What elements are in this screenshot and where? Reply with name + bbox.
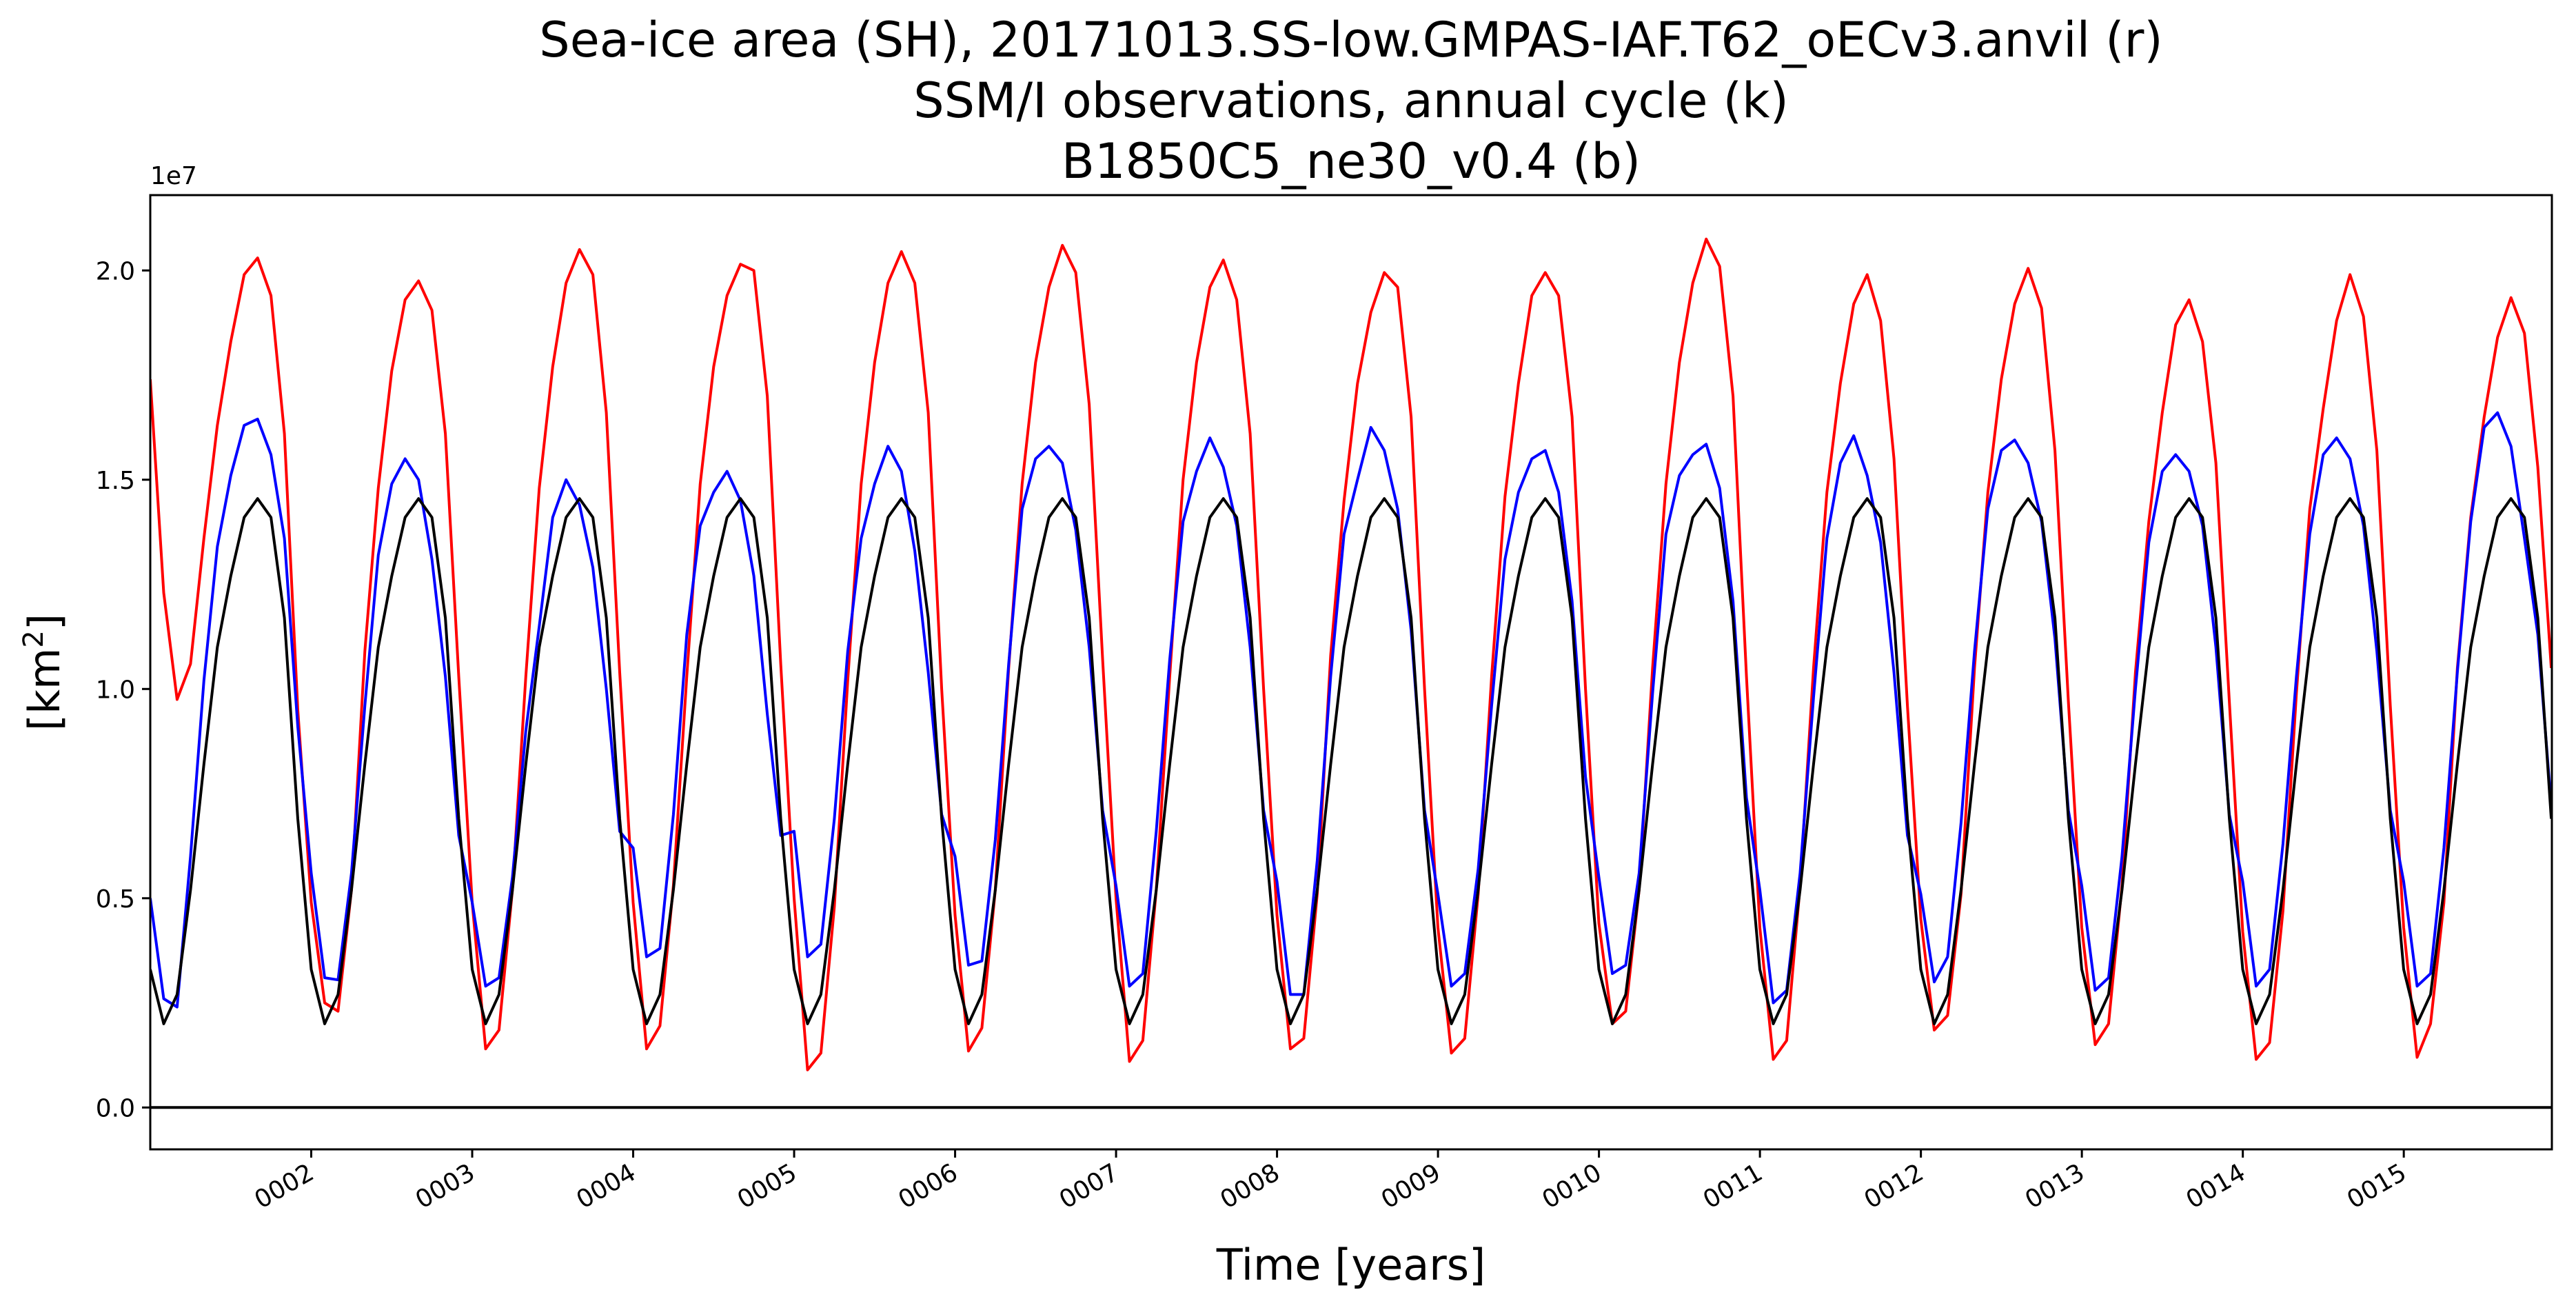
x-axis-label: Time [years] [1216,1240,1485,1290]
y-axis-label: [km2] [18,614,70,731]
x-tick-label: 0007 [1055,1158,1124,1214]
y-offset-label: 1e7 [150,162,197,190]
x-tick-label: 0002 [250,1158,318,1214]
x-tick-label: 0006 [894,1158,963,1214]
x-tick-label: 0012 [1860,1158,1929,1214]
y-tick-label: 0.5 [96,885,135,914]
y-tick-label: 2.0 [96,257,135,285]
y-tick-label: 1.0 [96,676,135,704]
title-line-1: Sea-ice area (SH), 20171013.SS-low.GMPAS… [539,12,2163,68]
x-tick-label: 0005 [733,1158,802,1214]
observations-series-line [150,411,2552,1009]
x-tick-label: 0010 [1538,1158,1607,1214]
y-tick-label: 1.5 [96,467,135,495]
x-tick-label: 0013 [2020,1158,2089,1214]
x-tick-label: 0015 [2342,1158,2411,1214]
plot-frame [149,194,2553,1151]
x-tick-label: 0003 [411,1158,480,1214]
x-tick-label: 0008 [1216,1158,1285,1214]
y-axis-label-close: ] [19,614,70,630]
series-layer [150,237,2552,1071]
x-tick-label: 0014 [2182,1158,2251,1214]
y-axis-label-superscript: 2 [18,630,50,647]
x-tick-label: 0011 [1698,1158,1767,1214]
x-tick-label: 0004 [571,1158,640,1214]
benchmark-series-line [150,497,2552,1025]
y-axis-label-main: [km [19,648,70,732]
title-line-2: SSM/I observations, annual cycle (k) [913,72,1789,129]
y-tick-label: 0.0 [96,1094,135,1122]
x-tick-label: 0009 [1377,1158,1446,1214]
title-line-3: B1850C5_ne30_v0.4 (b) [1061,133,1641,190]
model-series-line [150,237,2552,1071]
chart-title: Sea-ice area (SH), 20171013.SS-low.GMPAS… [150,10,2552,192]
